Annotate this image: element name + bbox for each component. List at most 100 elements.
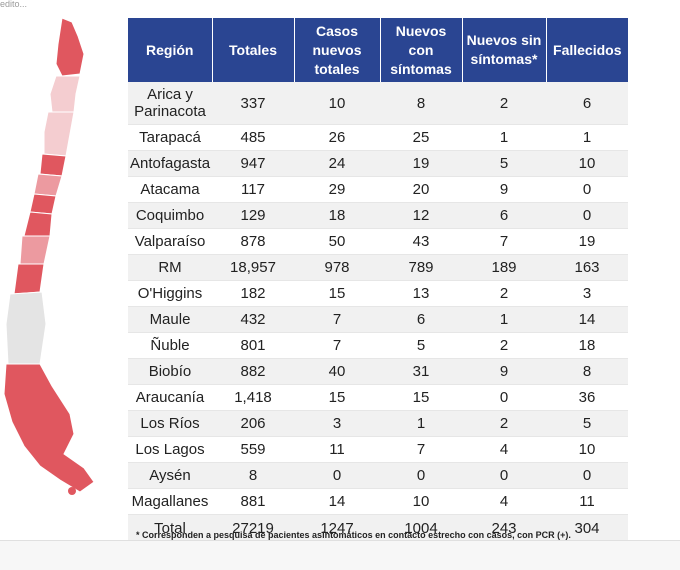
cell-casos-nuevos: 50 (294, 228, 380, 255)
covid-cases-table: Región Totales Casos nuevos totales Nuev… (128, 18, 628, 543)
cell-casos-nuevos: 18 (294, 202, 380, 229)
cell-region: Valparaíso (128, 228, 212, 255)
cell-con-sintomas: 0 (380, 462, 462, 489)
cell-con-sintomas: 5 (380, 332, 462, 359)
table-body: Arica y Parinacota 337 10 8 2 6 Tarapacá 485 26 2… (128, 82, 628, 543)
header-fallecidos: Fallecidos (546, 18, 628, 82)
cell-con-sintomas: 8 (380, 82, 462, 125)
cell-sin-sintomas: 4 (462, 436, 546, 463)
top-cropped-text: edito... (0, 0, 28, 8)
cell-casos-nuevos: 11 (294, 436, 380, 463)
cell-con-sintomas: 19 (380, 150, 462, 177)
cell-casos-nuevos: 24 (294, 150, 380, 177)
table-total-row: Total 27219 1247 1004 243 304 (128, 514, 628, 543)
cell-con-sintomas: 10 (380, 488, 462, 515)
cell-fallecidos: 0 (546, 202, 628, 229)
cell-con-sintomas: 13 (380, 280, 462, 307)
cell-sin-sintomas: 5 (462, 150, 546, 177)
map-region-antofagasta (43, 111, 75, 157)
cell-totales: 485 (212, 124, 294, 151)
cell-totales: 559 (212, 436, 294, 463)
cell-region: Arica y Parinacota (128, 82, 212, 125)
map-region-nuble-biobio (5, 291, 47, 365)
table-row: Arica y Parinacota 337 10 8 2 6 (128, 82, 628, 125)
cell-fallecidos: 36 (546, 384, 628, 411)
cell-casos-nuevos: 978 (294, 254, 380, 281)
cell-fallecidos: 14 (546, 306, 628, 333)
cell-sin-sintomas: 2 (462, 82, 546, 125)
cell-fallecidos: 5 (546, 410, 628, 437)
cell-casos-nuevos: 15 (294, 280, 380, 307)
table-row: RM 18,957 978 789 189 163 (128, 254, 628, 281)
header-region: Región (128, 18, 213, 82)
cell-fallecidos: 11 (546, 488, 628, 515)
cell-fallecidos: 18 (546, 332, 628, 359)
cell-region: Coquimbo (128, 202, 212, 229)
total-cell-sin-sintomas: 243 (462, 514, 546, 543)
cell-region: Atacama (128, 176, 212, 203)
cell-totales: 432 (212, 306, 294, 333)
table-header-row: Región Totales Casos nuevos totales Nuev… (128, 18, 628, 82)
cell-con-sintomas: 43 (380, 228, 462, 255)
cell-fallecidos: 10 (546, 436, 628, 463)
cell-totales: 947 (212, 150, 294, 177)
table-row: Magallanes 881 14 10 4 11 (128, 488, 628, 515)
cell-sin-sintomas: 6 (462, 202, 546, 229)
table-row: Los Ríos 206 3 1 2 5 (128, 410, 628, 437)
cell-casos-nuevos: 0 (294, 462, 380, 489)
table-row: O'Higgins 182 15 13 2 3 (128, 280, 628, 307)
map-region-tarapaca (49, 75, 81, 113)
table-row: Los Lagos 559 11 7 4 10 (128, 436, 628, 463)
cell-totales: 337 (212, 82, 294, 125)
cell-region: RM (128, 254, 212, 281)
cell-con-sintomas: 12 (380, 202, 462, 229)
cell-fallecidos: 0 (546, 462, 628, 489)
cell-sin-sintomas: 189 (462, 254, 546, 281)
cell-totales: 1,418 (212, 384, 294, 411)
cell-casos-nuevos: 7 (294, 306, 380, 333)
cell-region: Ñuble (128, 332, 212, 359)
cell-sin-sintomas: 1 (462, 124, 546, 151)
cell-region: Araucanía (128, 384, 212, 411)
total-cell-con-sintomas: 1004 (380, 514, 462, 543)
cell-totales: 881 (212, 488, 294, 515)
total-cell-region: Total (128, 514, 212, 543)
cell-totales: 801 (212, 332, 294, 359)
cell-fallecidos: 3 (546, 280, 628, 307)
map-region-coquimbo (33, 173, 63, 197)
cell-con-sintomas: 789 (380, 254, 462, 281)
cell-sin-sintomas: 4 (462, 488, 546, 515)
map-region-south (3, 363, 95, 493)
total-cell-fallecidos: 304 (546, 514, 628, 543)
cell-fallecidos: 10 (546, 150, 628, 177)
cell-sin-sintomas: 1 (462, 306, 546, 333)
cell-sin-sintomas: 0 (462, 462, 546, 489)
map-region-valparaiso (29, 193, 57, 215)
cell-totales: 117 (212, 176, 294, 203)
cell-totales: 882 (212, 358, 294, 385)
cell-sin-sintomas: 7 (462, 228, 546, 255)
header-nuevos-con-sintomas: Nuevos con síntomas (380, 18, 463, 82)
map-region-atacama (39, 153, 67, 177)
map-region-ohiggins (19, 235, 51, 265)
cell-region: Maule (128, 306, 212, 333)
total-cell-casos-nuevos: 1247 (294, 514, 380, 543)
cell-totales: 878 (212, 228, 294, 255)
chile-regions-map (3, 17, 95, 495)
cell-totales: 182 (212, 280, 294, 307)
table-row: Tarapacá 485 26 25 1 1 (128, 124, 628, 151)
cell-fallecidos: 0 (546, 176, 628, 203)
cell-con-sintomas: 7 (380, 436, 462, 463)
cell-casos-nuevos: 3 (294, 410, 380, 437)
table-row: Coquimbo 129 18 12 6 0 (128, 202, 628, 229)
table-row: Ñuble 801 7 5 2 18 (128, 332, 628, 359)
header-casos-nuevos: Casos nuevos totales (294, 18, 381, 82)
table-row: Aysén 8 0 0 0 0 (128, 462, 628, 489)
cell-region: Magallanes (128, 488, 212, 515)
cell-sin-sintomas: 0 (462, 384, 546, 411)
cell-casos-nuevos: 15 (294, 384, 380, 411)
cell-con-sintomas: 25 (380, 124, 462, 151)
cell-totales: 18,957 (212, 254, 294, 281)
cell-casos-nuevos: 29 (294, 176, 380, 203)
table-row: Maule 432 7 6 1 14 (128, 306, 628, 333)
